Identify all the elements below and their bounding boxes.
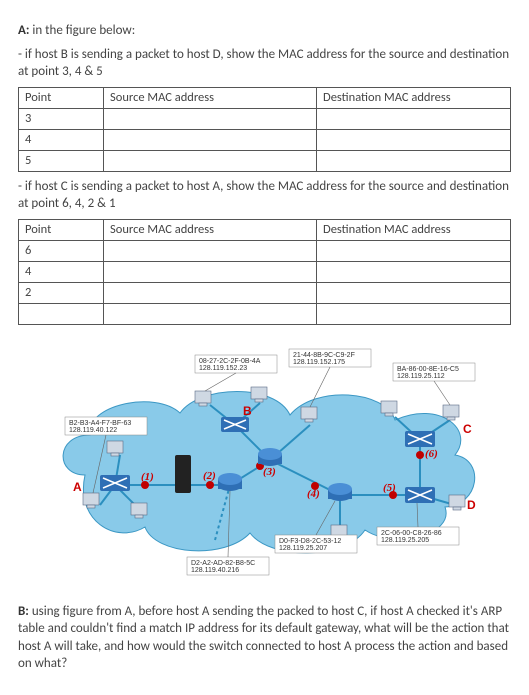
cell [104,282,317,303]
server-icon [175,455,191,493]
cell [317,261,511,282]
cell [104,303,317,324]
switch-icon [405,431,435,447]
svg-text:D0-F3-D8-2C-53-12: D0-F3-D8-2C-53-12 [279,538,341,545]
switch-icon [221,417,249,432]
table-row: 4 [19,129,511,150]
network-svg: B2-B3-A4-F7-BF-63 128.119.40.122 08-27-2… [45,335,485,585]
cell: 3 [19,108,104,129]
svg-text:2C-06-00-C8-26-86: 2C-06-00-C8-26-86 [381,530,442,537]
table-row: 3 [19,108,511,129]
th-src: Source MAC address [104,219,317,240]
network-diagram: B2-B3-A4-F7-BF-63 128.119.40.122 08-27-2… [18,335,511,585]
cell [317,108,511,129]
cell [104,108,317,129]
cell: 6 [19,240,104,261]
table-row: 4 [19,261,511,282]
pt5: (5) [383,482,396,494]
th-dst: Destination MAC address [317,87,511,108]
svg-text:BA-86-00-8E-16-C5: BA-86-00-8E-16-C5 [397,366,459,373]
cell [317,150,511,171]
hostA-label: A [73,480,82,494]
th-src: Source MAC address [104,87,317,108]
th-point: Point [19,87,104,108]
svg-text:B2-B3-A4-F7-BF-63: B2-B3-A4-F7-BF-63 [69,420,131,427]
hostB-label: B [243,404,252,418]
table-row: 6 [19,240,511,261]
hostD-label: D [467,498,476,512]
partB-prefix: B: [18,604,29,619]
cell [317,282,511,303]
cell [317,303,511,324]
table-row: 5 [19,150,511,171]
svg-text:08-27-2C-2F-0B-4A: 08-27-2C-2F-0B-4A [199,358,261,365]
svg-text:21-44-8B-9C-C9-2F: 21-44-8B-9C-C9-2F [293,352,355,359]
table-row: Point Source MAC address Destination MAC… [19,219,511,240]
cell: 5 [19,150,104,171]
partB-text: B: using figure from A, before host A se… [18,603,511,673]
switch-icon [405,487,435,503]
partA-instr2: - if host C is sending a packet to host … [18,178,511,213]
th-point: Point [19,219,104,240]
pt4: (4) [307,488,320,500]
cell [19,303,104,324]
partB-body: using figure from A, before host A sendi… [18,604,509,672]
svg-text:128.119.40.216: 128.119.40.216 [191,567,239,574]
switch-icon [100,475,130,491]
cell: 4 [19,129,104,150]
cell: 4 [19,261,104,282]
pt2: (2) [203,470,216,482]
partA-prefix: A: [18,23,29,38]
hostC-label: C [463,422,472,436]
router-icon [258,448,282,466]
svg-text:128.119.152.175: 128.119.152.175 [293,359,345,366]
partA-instr1: - if host B is sending a packet to host … [18,46,511,81]
pt1: (1) [141,471,154,483]
table-row: Point Source MAC address Destination MAC… [19,87,511,108]
th-dst: Destination MAC address [317,219,511,240]
svg-text:D2-A2-AD-82-B8-5C: D2-A2-AD-82-B8-5C [191,560,255,567]
svg-text:128.119.25.112: 128.119.25.112 [397,373,445,380]
cell: 2 [19,282,104,303]
cell [104,261,317,282]
table-row [19,303,511,324]
svg-text:128.119.40.122: 128.119.40.122 [69,427,117,434]
cell [104,240,317,261]
router-icon [218,473,242,491]
partA-heading: A: in the figure below: [18,22,511,40]
table-1: Point Source MAC address Destination MAC… [18,87,511,172]
table-row: 2 [19,282,511,303]
partA-heading-rest: in the figure below: [29,23,135,38]
cell [104,150,317,171]
table-2: Point Source MAC address Destination MAC… [18,219,511,325]
pt6: (6) [425,448,438,460]
router-icon [328,483,352,501]
svg-text:128.119.25.205: 128.119.25.205 [381,537,429,544]
svg-text:128.119.25.207: 128.119.25.207 [279,545,327,552]
cell [104,129,317,150]
pt3: (3) [263,466,276,478]
svg-text:128.119.152.23: 128.119.152.23 [199,365,247,372]
cell [317,240,511,261]
cell [317,129,511,150]
